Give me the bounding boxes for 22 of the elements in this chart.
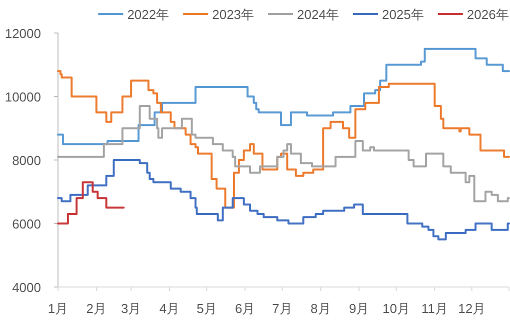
y-tick-label: 6000 bbox=[12, 216, 41, 232]
x-tick-label: 1月 bbox=[48, 301, 68, 316]
y-tick-label: 4000 bbox=[12, 280, 41, 295]
legend-label: 2025年 bbox=[382, 7, 424, 22]
y-tick-label: 8000 bbox=[12, 153, 41, 168]
x-tick-label: 10月 bbox=[382, 301, 410, 316]
legend-label: 2026年 bbox=[466, 7, 509, 22]
x-tick-label: 6月 bbox=[234, 301, 256, 316]
x-tick-label: 2月 bbox=[86, 301, 107, 316]
legend-label: 2023年 bbox=[212, 7, 254, 22]
x-tick-label: 7月 bbox=[272, 301, 292, 316]
x-tick-label: 4月 bbox=[159, 301, 180, 316]
x-tick-label: 8月 bbox=[310, 301, 331, 316]
legend-label: 2022年 bbox=[127, 7, 170, 22]
x-tick-label: 12月 bbox=[458, 301, 486, 316]
x-tick-label: 9月 bbox=[348, 301, 370, 316]
x-tick-label: 11月 bbox=[421, 301, 448, 316]
y-tick-label: 10000 bbox=[4, 90, 41, 104]
x-tick-label: 5月 bbox=[196, 301, 217, 316]
x-tick-label: 3月 bbox=[120, 301, 142, 316]
legend-label: 2024年 bbox=[297, 7, 339, 22]
y-tick-label: 12000 bbox=[4, 26, 41, 41]
